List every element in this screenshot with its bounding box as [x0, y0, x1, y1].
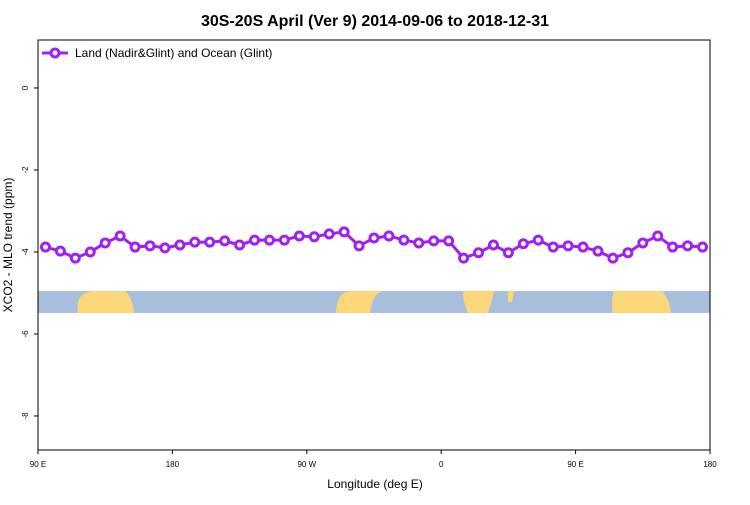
y-tick-label: -8	[21, 412, 30, 420]
point	[189, 236, 201, 248]
point	[174, 239, 186, 251]
x-tick-label: 90 E	[567, 460, 583, 469]
point	[473, 247, 485, 259]
y-tick-label: -4	[21, 248, 30, 256]
x-tick-label: 0	[439, 460, 444, 469]
point	[487, 239, 499, 251]
x-tick-label: 180	[703, 460, 717, 469]
point	[697, 241, 709, 253]
y-tick-label: -6	[21, 330, 30, 338]
point	[592, 245, 604, 257]
point	[99, 237, 111, 249]
point	[129, 241, 141, 253]
point	[443, 235, 455, 247]
point	[114, 230, 126, 242]
x-tick-label: 180	[166, 460, 180, 469]
x-tick-label: 90 W	[297, 460, 316, 469]
x-axis-label: Longitude (deg E)	[327, 477, 422, 491]
point	[293, 230, 305, 242]
point	[413, 237, 425, 249]
point	[278, 234, 290, 246]
y-tick-label: -2	[21, 166, 30, 174]
point	[428, 235, 440, 247]
point	[54, 245, 66, 257]
point	[652, 230, 664, 242]
point	[159, 242, 171, 254]
point	[144, 240, 156, 252]
point	[682, 240, 694, 252]
point	[622, 247, 634, 259]
point	[562, 240, 574, 252]
point	[338, 226, 350, 238]
point	[368, 232, 380, 244]
point	[383, 230, 395, 242]
y-tick-label: 0	[21, 85, 30, 90]
point	[577, 241, 589, 253]
point	[458, 252, 470, 264]
point	[637, 237, 649, 249]
point	[532, 234, 544, 246]
point	[39, 241, 51, 253]
point	[263, 234, 275, 246]
point	[69, 252, 81, 264]
legend-marker	[49, 47, 61, 59]
point	[398, 234, 410, 246]
point	[607, 252, 619, 264]
land-ocean-strip	[38, 291, 710, 313]
point	[353, 240, 365, 252]
point	[204, 236, 216, 248]
point	[547, 241, 559, 253]
point	[517, 238, 529, 250]
x-tick-label: 90 E	[30, 460, 46, 469]
legend: Land (Nadir&Glint) and Ocean (Glint)	[42, 46, 272, 60]
point	[502, 247, 514, 259]
point	[84, 246, 96, 258]
point	[308, 231, 320, 243]
chart-title: 30S-20S April (Ver 9) 2014-09-06 to 2018…	[201, 13, 549, 30]
point	[667, 241, 679, 253]
point	[219, 235, 231, 247]
legend-label: Land (Nadir&Glint) and Ocean (Glint)	[75, 46, 272, 60]
point	[323, 228, 335, 240]
point	[249, 234, 261, 246]
plot-frame	[37, 39, 711, 451]
y-axis-label: XCO2 - MLO trend (ppm)	[1, 178, 15, 313]
point	[234, 239, 246, 251]
